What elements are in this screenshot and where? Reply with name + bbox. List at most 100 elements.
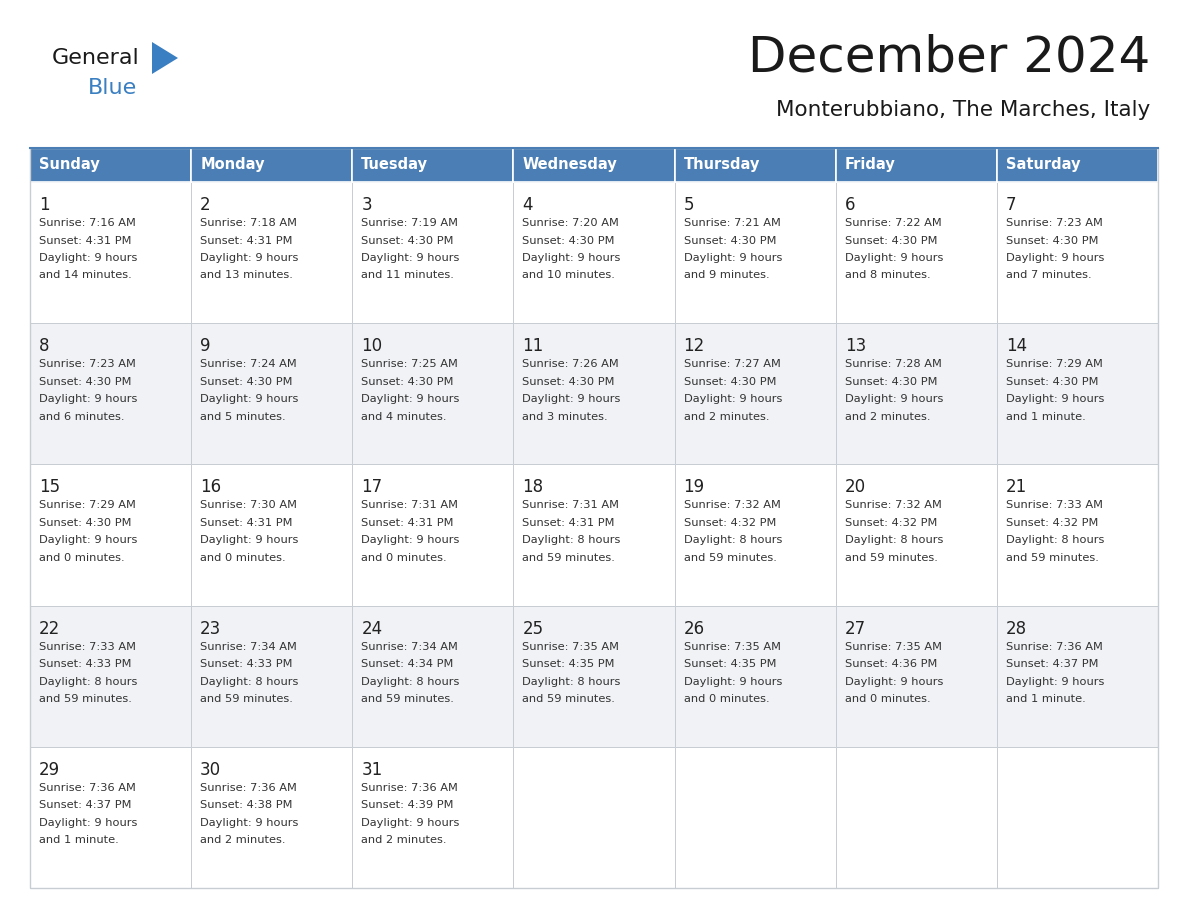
Bar xyxy=(675,148,835,182)
Text: Sunset: 4:35 PM: Sunset: 4:35 PM xyxy=(683,659,776,669)
Bar xyxy=(191,747,353,888)
Text: and 6 minutes.: and 6 minutes. xyxy=(39,411,125,421)
Text: Daylight: 8 hours: Daylight: 8 hours xyxy=(200,677,298,687)
Text: Daylight: 9 hours: Daylight: 9 hours xyxy=(1006,394,1104,404)
Text: and 11 minutes.: and 11 minutes. xyxy=(361,271,454,281)
Text: Daylight: 9 hours: Daylight: 9 hours xyxy=(845,253,943,263)
Text: Sunset: 4:39 PM: Sunset: 4:39 PM xyxy=(361,800,454,811)
Text: 3: 3 xyxy=(361,196,372,214)
Text: Daylight: 9 hours: Daylight: 9 hours xyxy=(39,394,138,404)
Text: Sunrise: 7:35 AM: Sunrise: 7:35 AM xyxy=(683,642,781,652)
Bar xyxy=(30,465,191,606)
Text: 30: 30 xyxy=(200,761,221,778)
Text: and 9 minutes.: and 9 minutes. xyxy=(683,271,769,281)
Bar xyxy=(30,182,191,323)
Bar xyxy=(997,323,1158,465)
Text: Sunrise: 7:28 AM: Sunrise: 7:28 AM xyxy=(845,359,942,369)
Text: Daylight: 9 hours: Daylight: 9 hours xyxy=(200,535,298,545)
Text: 5: 5 xyxy=(683,196,694,214)
Text: and 0 minutes.: and 0 minutes. xyxy=(683,694,769,704)
Text: and 1 minute.: and 1 minute. xyxy=(39,835,119,845)
Text: Sunrise: 7:26 AM: Sunrise: 7:26 AM xyxy=(523,359,619,369)
Text: Daylight: 9 hours: Daylight: 9 hours xyxy=(200,818,298,828)
Text: Daylight: 9 hours: Daylight: 9 hours xyxy=(523,394,621,404)
Bar xyxy=(997,747,1158,888)
Text: Daylight: 8 hours: Daylight: 8 hours xyxy=(1006,535,1104,545)
Text: Daylight: 9 hours: Daylight: 9 hours xyxy=(845,394,943,404)
Text: and 0 minutes.: and 0 minutes. xyxy=(39,553,125,563)
Text: and 59 minutes.: and 59 minutes. xyxy=(1006,553,1099,563)
Text: Sunrise: 7:34 AM: Sunrise: 7:34 AM xyxy=(200,642,297,652)
Text: Sunrise: 7:36 AM: Sunrise: 7:36 AM xyxy=(1006,642,1102,652)
Bar xyxy=(675,323,835,465)
Text: Daylight: 9 hours: Daylight: 9 hours xyxy=(39,535,138,545)
Text: and 0 minutes.: and 0 minutes. xyxy=(200,553,286,563)
Text: Sunset: 4:30 PM: Sunset: 4:30 PM xyxy=(523,236,615,245)
Text: 11: 11 xyxy=(523,337,544,355)
Text: 7: 7 xyxy=(1006,196,1017,214)
Text: Sunset: 4:30 PM: Sunset: 4:30 PM xyxy=(39,518,132,528)
Text: Sunrise: 7:29 AM: Sunrise: 7:29 AM xyxy=(39,500,135,510)
Polygon shape xyxy=(152,42,178,74)
Text: Sunset: 4:30 PM: Sunset: 4:30 PM xyxy=(1006,376,1099,386)
Text: Sunrise: 7:25 AM: Sunrise: 7:25 AM xyxy=(361,359,459,369)
Text: Sunset: 4:37 PM: Sunset: 4:37 PM xyxy=(1006,659,1099,669)
Text: Daylight: 9 hours: Daylight: 9 hours xyxy=(361,818,460,828)
Text: Sunrise: 7:30 AM: Sunrise: 7:30 AM xyxy=(200,500,297,510)
Text: Sunset: 4:31 PM: Sunset: 4:31 PM xyxy=(39,236,132,245)
Text: 28: 28 xyxy=(1006,620,1026,638)
Bar xyxy=(835,465,997,606)
Bar xyxy=(30,323,191,465)
Text: 27: 27 xyxy=(845,620,866,638)
Text: Sunset: 4:30 PM: Sunset: 4:30 PM xyxy=(361,376,454,386)
Text: Daylight: 9 hours: Daylight: 9 hours xyxy=(200,253,298,263)
Text: 17: 17 xyxy=(361,478,383,497)
Text: and 7 minutes.: and 7 minutes. xyxy=(1006,271,1092,281)
Text: Sunset: 4:31 PM: Sunset: 4:31 PM xyxy=(200,518,292,528)
Text: and 10 minutes.: and 10 minutes. xyxy=(523,271,615,281)
Bar xyxy=(513,747,675,888)
Text: Sunset: 4:33 PM: Sunset: 4:33 PM xyxy=(39,659,132,669)
Text: Daylight: 8 hours: Daylight: 8 hours xyxy=(523,677,621,687)
Text: Sunrise: 7:35 AM: Sunrise: 7:35 AM xyxy=(523,642,619,652)
Text: Sunrise: 7:23 AM: Sunrise: 7:23 AM xyxy=(39,359,135,369)
Bar xyxy=(191,148,353,182)
Text: 22: 22 xyxy=(39,620,61,638)
Text: Daylight: 8 hours: Daylight: 8 hours xyxy=(39,677,138,687)
Text: and 59 minutes.: and 59 minutes. xyxy=(523,694,615,704)
Text: General: General xyxy=(52,48,140,68)
Text: Daylight: 9 hours: Daylight: 9 hours xyxy=(39,818,138,828)
Bar xyxy=(835,323,997,465)
Bar xyxy=(513,182,675,323)
Text: Daylight: 9 hours: Daylight: 9 hours xyxy=(39,253,138,263)
Text: Sunset: 4:30 PM: Sunset: 4:30 PM xyxy=(39,376,132,386)
Text: and 59 minutes.: and 59 minutes. xyxy=(200,694,293,704)
Text: and 0 minutes.: and 0 minutes. xyxy=(845,694,930,704)
Bar xyxy=(513,465,675,606)
Bar xyxy=(835,747,997,888)
Text: 21: 21 xyxy=(1006,478,1028,497)
Text: Blue: Blue xyxy=(88,78,138,98)
Text: 31: 31 xyxy=(361,761,383,778)
Text: and 3 minutes.: and 3 minutes. xyxy=(523,411,608,421)
Text: Sunrise: 7:19 AM: Sunrise: 7:19 AM xyxy=(361,218,459,228)
Text: Sunrise: 7:22 AM: Sunrise: 7:22 AM xyxy=(845,218,941,228)
Text: 9: 9 xyxy=(200,337,210,355)
Text: and 59 minutes.: and 59 minutes. xyxy=(39,694,132,704)
Text: Tuesday: Tuesday xyxy=(361,158,429,173)
Text: 19: 19 xyxy=(683,478,704,497)
Text: and 59 minutes.: and 59 minutes. xyxy=(683,553,777,563)
Text: Sunrise: 7:33 AM: Sunrise: 7:33 AM xyxy=(1006,500,1102,510)
Text: Daylight: 9 hours: Daylight: 9 hours xyxy=(1006,253,1104,263)
Text: Daylight: 8 hours: Daylight: 8 hours xyxy=(361,677,460,687)
Text: Daylight: 9 hours: Daylight: 9 hours xyxy=(361,535,460,545)
Text: Sunrise: 7:24 AM: Sunrise: 7:24 AM xyxy=(200,359,297,369)
Bar xyxy=(353,606,513,747)
Text: Sunrise: 7:36 AM: Sunrise: 7:36 AM xyxy=(200,783,297,793)
Text: Sunrise: 7:27 AM: Sunrise: 7:27 AM xyxy=(683,359,781,369)
Text: 29: 29 xyxy=(39,761,61,778)
Bar xyxy=(513,606,675,747)
Text: 1: 1 xyxy=(39,196,50,214)
Text: Daylight: 8 hours: Daylight: 8 hours xyxy=(683,535,782,545)
Text: Saturday: Saturday xyxy=(1006,158,1080,173)
